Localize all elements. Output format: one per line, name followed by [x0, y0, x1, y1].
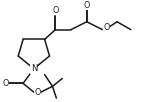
Text: O: O: [2, 79, 9, 88]
Text: N: N: [31, 64, 37, 73]
Text: O: O: [52, 6, 59, 14]
Text: O: O: [103, 23, 110, 32]
Text: O: O: [83, 1, 90, 10]
Text: O: O: [35, 88, 41, 97]
